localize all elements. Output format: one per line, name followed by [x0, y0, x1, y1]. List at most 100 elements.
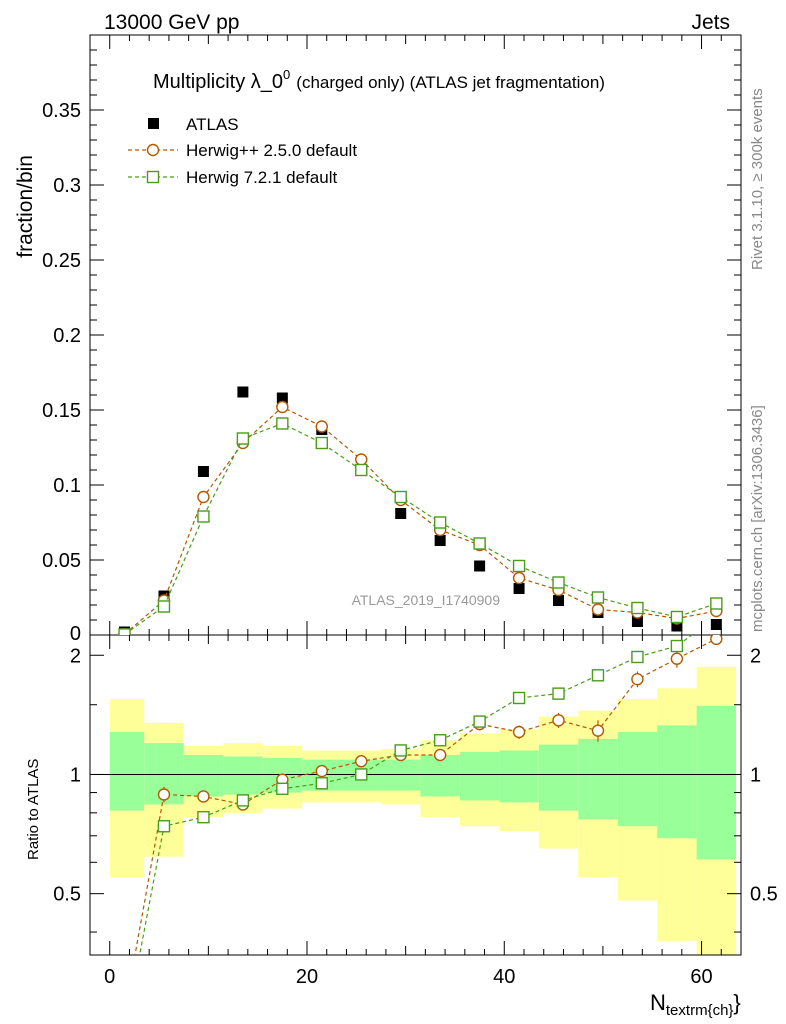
ratio-tick-label-right: 2	[750, 645, 761, 667]
band-green-3	[223, 756, 263, 795]
ratio-plot-frame	[89, 634, 742, 956]
ratio-point-herwig-2-5-0-default-1	[157, 788, 171, 801]
legend-label-atlas: ATLAS	[186, 115, 239, 134]
y-tick-label: 0.35	[42, 100, 81, 122]
point-herwig-2-5-0-default-2	[197, 490, 210, 504]
ratio-point-herwig-7-2-1-default-7	[394, 744, 407, 757]
point-herwig-2-5-0-default-5	[315, 420, 328, 433]
band-green-0	[109, 732, 145, 811]
point-herwig-7-2-1-default-10	[512, 559, 526, 573]
chart-title: Multiplicity λ_00 (charged only) (ATLAS j…	[153, 67, 605, 93]
point-herwig-2-5-0-default-6	[355, 453, 368, 466]
point-atlas-15	[710, 619, 722, 630]
ratio-line-herwig-2-5-0-default	[134, 638, 717, 955]
ratio-point-herwig-7-2-1-default-5	[315, 777, 328, 790]
point-herwig-7-2-1-default-0	[118, 628, 131, 635]
ratio-tick-label-left: 2	[70, 645, 81, 667]
y-tick-label: 0.05	[42, 550, 81, 572]
header-jets: Jets	[691, 11, 730, 34]
point-herwig-7-2-1-default-8	[433, 516, 447, 529]
y-tick-label: 0.25	[42, 250, 81, 272]
y-tick-label: 0.15	[42, 400, 81, 422]
ratio-point-herwig-7-2-1-default-1	[157, 820, 171, 833]
ratio-point-herwig-7-2-1-default-8	[433, 734, 447, 747]
ratio-point-herwig-2-5-0-default-6	[355, 755, 368, 768]
mcplots-info: mcplots.cern.ch [arXiv:1306.3436]	[749, 405, 766, 632]
ratio-tick-label-right: 1	[750, 764, 761, 786]
x-tick-label: 40	[493, 966, 515, 988]
ratio-point-herwig-7-2-1-default-10	[512, 691, 526, 705]
ratio-point-herwig-2-5-0-default-5	[315, 764, 328, 778]
band-green-9	[459, 751, 500, 801]
point-herwig-7-2-1-default-3	[236, 432, 250, 445]
band-green-14	[657, 725, 697, 839]
ratio-point-herwig-2-5-0-default-12	[591, 724, 605, 737]
y-tick-label: 0.3	[53, 175, 81, 197]
ratio-point-herwig-7-2-1-default-2	[197, 810, 210, 824]
ratio-uncertainty-bands	[109, 666, 737, 955]
point-herwig-7-2-1-default-13	[631, 601, 644, 615]
point-herwig-7-2-1-default-15	[710, 597, 723, 610]
point-herwig-7-2-1-default-14	[670, 610, 684, 624]
ratio-point-herwig-7-2-1-default-9	[473, 715, 486, 728]
line-herwig-7-2-1-default	[124, 422, 717, 635]
ratio-point-herwig-7-2-1-default-3	[236, 794, 250, 807]
legend-marker-atlas	[148, 118, 159, 129]
ratio-tick-label-right: 0.5	[750, 884, 778, 906]
band-green-11	[538, 744, 579, 811]
point-herwig-2-5-0-default-4	[276, 400, 289, 414]
y-tick-label: 0.2	[53, 325, 81, 347]
ratio-line-herwig-7-2-1-default	[139, 635, 693, 955]
analysis-watermark: ATLAS_2019_I1740909	[352, 592, 501, 608]
point-herwig-7-2-1-default-11	[552, 576, 565, 589]
ratio-point-herwig-2-5-0-default-0	[119, 1007, 130, 1018]
point-atlas-9	[474, 560, 486, 572]
point-atlas-13	[631, 616, 643, 627]
title-main: Multiplicity λ_0	[153, 71, 283, 93]
ratio-point-herwig-7-2-1-default-13	[631, 650, 644, 664]
ratio-point-herwig-7-2-1-default-11	[552, 687, 565, 700]
title-superscript: 0	[283, 67, 290, 82]
band-green-15	[696, 705, 737, 860]
header-energy: 13000 GeV pp	[104, 11, 239, 34]
point-herwig-7-2-1-default-9	[473, 537, 486, 550]
y-tick-label-zero: 0	[70, 623, 81, 645]
main-panel-marks	[118, 386, 723, 635]
point-herwig-7-2-1-default-6	[355, 463, 368, 477]
x-axis-label: Ntextrm{ch}}	[650, 990, 741, 1019]
ratio-panel-marks	[119, 635, 723, 1018]
band-green-2	[183, 754, 224, 797]
legend-marker-herwig7	[146, 170, 160, 184]
ratio-point-herwig-2-5-0-default-8	[433, 748, 447, 762]
x-axis-label-brace: }	[733, 990, 740, 1015]
band-green-10	[499, 750, 539, 803]
ratio-point-herwig-2-5-0-default-13	[631, 673, 644, 686]
point-atlas-2	[197, 466, 209, 477]
x-axis-label-main: N	[650, 990, 666, 1015]
point-herwig-7-2-1-default-7	[394, 490, 407, 504]
ratio-point-herwig-7-2-1-default-6	[355, 768, 368, 781]
band-green-8	[420, 754, 460, 797]
ratio-point-herwig-2-5-0-default-15	[710, 635, 723, 646]
ratio-tick-label-left: 1	[70, 764, 81, 786]
y-axis-label: fraction/bin	[14, 155, 37, 258]
ratio-point-herwig-2-5-0-default-2	[197, 790, 210, 803]
ratio-point-herwig-7-2-1-default-12	[591, 669, 605, 682]
x-axis-label-sub: textrm{ch}	[666, 1002, 734, 1019]
band-green-12	[578, 738, 618, 820]
ratio-point-herwig-7-2-1-default-14	[670, 639, 684, 653]
point-atlas-7	[395, 508, 407, 519]
ratio-point-herwig-2-5-0-default-11	[552, 714, 565, 727]
point-herwig-2-5-0-default-12	[591, 603, 605, 616]
x-tick-label: 0	[104, 966, 115, 988]
band-green-7	[380, 759, 421, 791]
point-atlas-4	[276, 392, 288, 404]
ratio-tick-label-left: 0.5	[53, 884, 81, 906]
point-atlas-8	[434, 535, 446, 546]
x-tick-label: 20	[296, 966, 318, 988]
point-atlas-14	[671, 620, 683, 632]
point-herwig-7-2-1-default-5	[315, 436, 328, 450]
x-tick-label: 60	[690, 966, 712, 988]
